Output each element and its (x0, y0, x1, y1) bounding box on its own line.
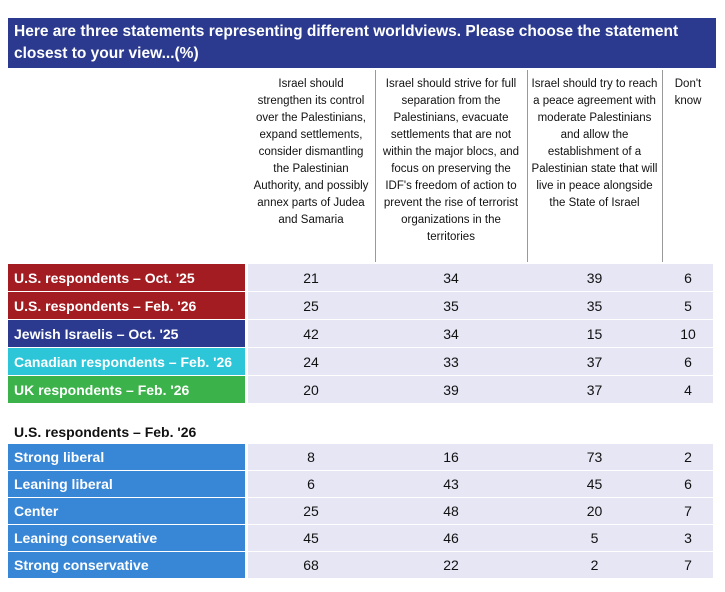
value-cell: 8 (307, 449, 315, 465)
column-separator (527, 70, 528, 262)
value-cell: 6 (684, 476, 692, 492)
row-label: U.S. respondents – Feb. '26 (8, 292, 245, 319)
value-cell: 45 (586, 476, 603, 492)
subheading: U.S. respondents – Feb. '26 (14, 424, 197, 440)
value-cell: 20 (586, 503, 603, 519)
row-label: Strong conservative (8, 552, 245, 578)
value-cell: 34 (443, 269, 459, 286)
value-cell: 34 (443, 325, 459, 342)
value-cell: 39 (586, 269, 603, 286)
row-band (248, 498, 713, 524)
value-cell: 37 (586, 353, 603, 370)
value-cell: 48 (443, 503, 459, 519)
column-header: Israel should strengthen its control ove… (253, 78, 369, 226)
value-cell: 7 (684, 557, 692, 573)
value-cell: 5 (590, 530, 599, 546)
title: Here are three statements representing d… (8, 18, 716, 68)
value-cell: 39 (443, 381, 459, 398)
value-cell: 6 (684, 353, 692, 370)
row-band (248, 444, 713, 470)
value-cell: 16 (443, 449, 459, 465)
value-cell: 10 (680, 325, 696, 342)
row-band (248, 525, 713, 551)
row-label: Canadian respondents – Feb. '26 (8, 348, 245, 375)
value-cell: 35 (586, 297, 603, 314)
value-cell: 46 (443, 530, 459, 546)
row-band (248, 320, 713, 347)
column-header: Don't know (674, 78, 702, 107)
row-label: Jewish Israelis – Oct. '25 (8, 320, 245, 347)
row-band (248, 348, 713, 375)
value-cell: 73 (586, 449, 603, 465)
column-header: Israel should strive for full separation… (382, 78, 520, 243)
column-header: Israel should try to reach a peace agree… (531, 78, 658, 209)
value-cell: 43 (443, 476, 459, 492)
value-cell: 6 (684, 269, 692, 286)
row-band (248, 552, 713, 578)
column-separator (662, 70, 663, 262)
value-cell: 4 (684, 381, 692, 398)
row-label: Strong liberal (8, 444, 245, 470)
value-cell: 22 (443, 557, 459, 573)
row-label: Center (8, 498, 245, 524)
value-cell: 2 (684, 449, 692, 465)
value-cell: 25 (303, 297, 319, 314)
value-cell: 35 (443, 297, 459, 314)
column-separator (375, 70, 376, 262)
row-band (248, 471, 713, 497)
value-cell: 5 (684, 297, 692, 314)
value-cell: 68 (303, 557, 319, 573)
value-cell: 2 (590, 557, 599, 573)
row-label: UK respondents – Feb. '26 (8, 376, 245, 403)
value-cell: 25 (303, 503, 319, 519)
row-label: Leaning liberal (8, 471, 245, 497)
value-cell: 3 (684, 530, 692, 546)
value-cell: 7 (684, 503, 692, 519)
value-cell: 42 (303, 325, 319, 342)
row-label: U.S. respondents – Oct. '25 (8, 264, 245, 291)
row-label: Leaning conservative (8, 525, 245, 551)
value-cell: 45 (303, 530, 319, 546)
row-band (248, 376, 713, 403)
row-band (248, 292, 713, 319)
value-cell: 6 (307, 476, 315, 492)
value-cell: 24 (303, 353, 319, 370)
row-band (248, 264, 713, 291)
value-cell: 15 (586, 325, 603, 342)
value-cell: 20 (303, 381, 319, 398)
value-cell: 33 (443, 353, 459, 370)
value-cell: 37 (586, 381, 603, 398)
value-cell: 21 (303, 269, 319, 286)
